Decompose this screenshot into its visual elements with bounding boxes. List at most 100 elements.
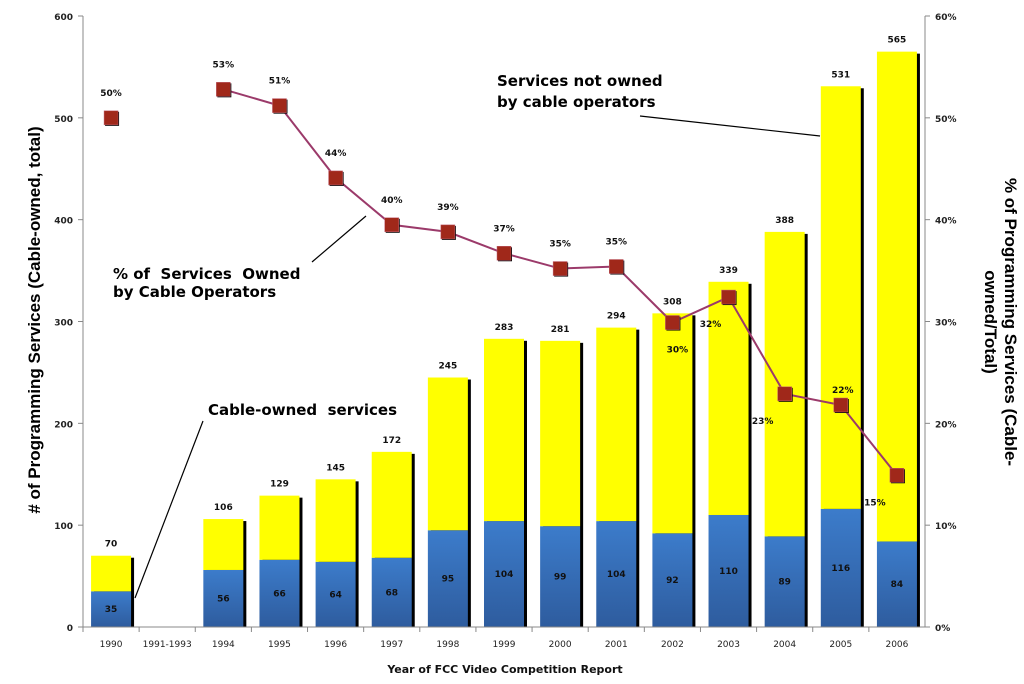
bar-cable-owned <box>484 521 524 627</box>
bar-cable-owned <box>259 559 300 627</box>
y-tick-label-left: 600 <box>54 13 73 23</box>
data-label-total: 565 <box>888 36 907 46</box>
percent-marker <box>833 397 849 413</box>
data-label-cable-owned: 84 <box>891 580 904 590</box>
y-tick-label-right: 20% <box>935 420 957 430</box>
data-label-cable-owned: 99 <box>554 573 567 583</box>
axes-layer: 0 100 200 300 400 500 600 0% 10% 20% 30% 40% 50% 60% 1… <box>54 13 956 650</box>
bar-cable-owned <box>91 591 132 627</box>
bar-not-owned <box>820 86 861 509</box>
data-label-total: 129 <box>270 480 289 490</box>
bar-not-owned <box>91 555 132 592</box>
percent-marker <box>328 170 343 186</box>
percent-marker <box>216 82 231 97</box>
x-tick-label: 2004 <box>773 640 796 650</box>
data-label-total: 283 <box>495 323 514 333</box>
data-label-cable-owned: 66 <box>273 589 286 599</box>
data-label-percent: 44% <box>325 149 347 159</box>
x-tick-label: 1999 <box>493 640 516 650</box>
x-tick-label: 2000 <box>549 640 572 650</box>
line-layer <box>103 82 905 484</box>
x-tick-label: 2006 <box>885 640 908 650</box>
percent-marker <box>552 261 568 276</box>
y-tick-label-left: 500 <box>54 115 73 125</box>
data-label-percent: 50% <box>100 89 122 99</box>
data-label-total: 294 <box>607 312 626 322</box>
y-tick-label-right: 60% <box>935 13 957 23</box>
data-label-total: 145 <box>326 463 345 473</box>
bar-cable-owned <box>540 526 581 627</box>
data-label-cable-owned: 56 <box>217 594 230 604</box>
data-label-cable-owned: 92 <box>666 576 679 586</box>
x-tick-label: 1995 <box>268 640 291 650</box>
data-label-cable-owned: 35 <box>105 605 118 615</box>
percent-marker <box>889 468 905 483</box>
bar-not-owned <box>708 281 749 515</box>
data-label-cable-owned: 104 <box>607 570 626 580</box>
data-label-total: 388 <box>775 216 794 226</box>
data-label-percent: 39% <box>437 203 459 213</box>
bar-not-owned <box>203 519 244 570</box>
percent-marker <box>609 259 624 274</box>
annotation-not-owned-line2: by cable operators <box>497 93 656 111</box>
x-tick-label: 1996 <box>324 640 347 650</box>
bar-not-owned <box>427 377 468 531</box>
data-label-total: 281 <box>551 325 570 335</box>
data-label-percent: 40% <box>381 196 403 206</box>
bar-cable-owned <box>427 530 468 627</box>
annotation-cable-owned-leader <box>134 420 204 599</box>
data-label-cable-owned: 68 <box>385 588 398 598</box>
data-label-cable-owned: 104 <box>495 570 514 580</box>
data-label-percent: 22% <box>832 386 854 396</box>
data-label-cable-owned: 95 <box>442 575 455 585</box>
bar-cable-owned <box>820 508 861 627</box>
data-label-total: 531 <box>831 70 850 80</box>
annotation-percent-owned-line1: % of Services Owned <box>113 265 300 283</box>
bars-layer <box>91 51 920 628</box>
data-label-cable-owned: 89 <box>778 578 791 588</box>
x-tick-label: 2002 <box>661 640 684 650</box>
data-label-percent: 32% <box>700 320 722 330</box>
data-label-percent: 30% <box>667 346 689 356</box>
y-tick-label-right: 10% <box>935 522 957 532</box>
bar-not-owned <box>371 451 412 558</box>
data-label-percent: 35% <box>549 240 571 250</box>
labels-layer: 35 70 56 106 66 129 64 145 68 172 95 245 104 283 99 281… <box>100 36 906 616</box>
annotation-not-owned-leader <box>639 115 821 137</box>
percent-marker <box>440 224 456 240</box>
annotation-not-owned-line1: Services not owned <box>497 72 663 90</box>
bar-not-owned <box>876 51 917 542</box>
data-label-percent: 15% <box>864 498 886 508</box>
data-label-cable-owned: 64 <box>329 590 342 600</box>
data-label-percent: 23% <box>752 417 774 427</box>
data-label-percent: 37% <box>493 224 515 234</box>
data-label-total: 339 <box>719 266 738 276</box>
annotation-percent-owned-line2: by Cable Operators <box>113 283 276 301</box>
data-label-total: 106 <box>214 503 233 513</box>
percent-marker <box>384 217 399 233</box>
y-tick-label-left: 400 <box>54 217 73 227</box>
data-label-total: 172 <box>382 436 401 446</box>
bar-cable-owned <box>764 536 805 627</box>
data-label-percent: 53% <box>213 60 235 70</box>
x-tick-label: 2003 <box>717 640 740 650</box>
data-label-total: 70 <box>105 540 118 550</box>
bar-cable-owned <box>596 521 637 627</box>
percent-marker <box>272 98 287 113</box>
data-label-total: 308 <box>663 297 682 307</box>
percent-marker <box>103 110 119 126</box>
y-tick-label-left: 0 <box>67 624 73 634</box>
bar-not-owned <box>540 340 581 527</box>
percent-marker <box>496 246 512 261</box>
bar-not-owned <box>652 313 693 534</box>
y-tick-label-right: 40% <box>935 217 957 227</box>
x-axis-title: Year of FCC Video Competition Report <box>386 663 622 676</box>
bar-cable-owned <box>371 557 412 627</box>
x-tick-label: 2005 <box>829 640 852 650</box>
bar-not-owned <box>764 231 805 537</box>
bar-cable-owned <box>203 569 244 627</box>
y-tick-label-right: 0% <box>935 624 950 634</box>
y-axis-right-title-line1: % of Programming Services (Cable- <box>1001 178 1020 466</box>
annotation-cable-owned: Cable-owned services <box>208 401 397 419</box>
